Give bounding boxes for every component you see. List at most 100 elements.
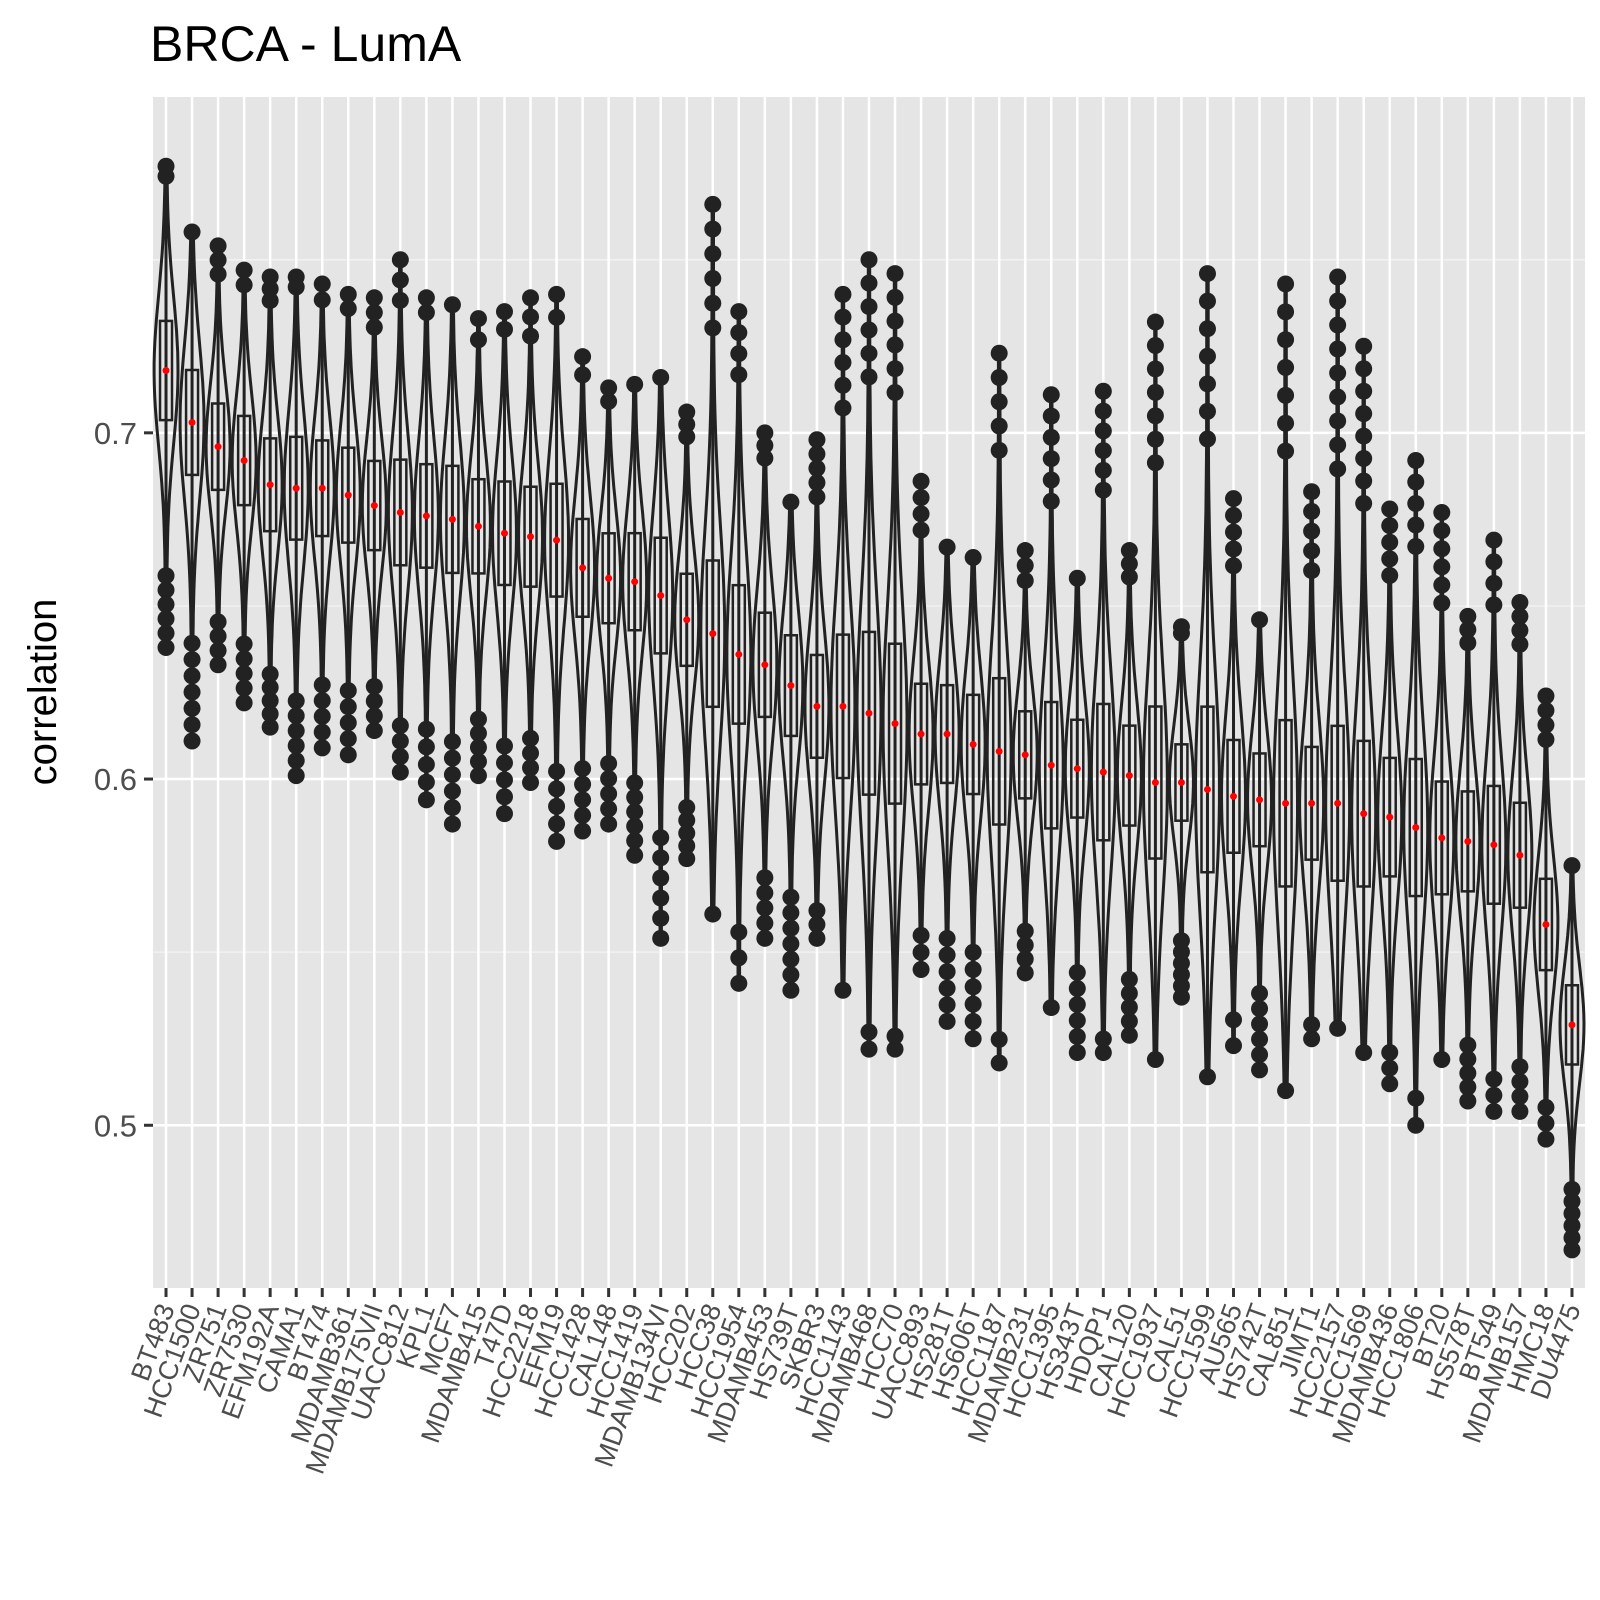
outlier-point (756, 884, 774, 902)
outlier-point (1251, 1061, 1269, 1079)
outlier-point (678, 415, 696, 433)
outlier-point (548, 780, 566, 798)
outlier-point (1563, 1180, 1581, 1198)
violin-HCC1187 (985, 344, 1013, 1072)
outlier-point (782, 950, 800, 968)
outlier-point (1225, 523, 1243, 541)
outlier-point (730, 324, 748, 342)
outlier-point (1251, 1000, 1269, 1018)
outlier-point (417, 738, 435, 756)
outlier-point (860, 251, 878, 269)
outlier-point (912, 926, 930, 944)
outlier-point (235, 694, 253, 712)
outlier-point (1511, 621, 1529, 639)
outlier-point (1433, 594, 1451, 612)
outlier-point (391, 291, 409, 309)
outlier-point (938, 996, 956, 1014)
outlier-point (548, 285, 566, 303)
outlier-point (808, 929, 826, 947)
outlier-point (860, 368, 878, 386)
outlier-point (522, 759, 540, 777)
outlier-point (1355, 494, 1373, 512)
box (288, 435, 304, 541)
mean-marker (709, 630, 717, 638)
outlier-point (1198, 430, 1216, 448)
outlier-point (574, 366, 592, 384)
box (1017, 710, 1033, 800)
outlier-point (1068, 1012, 1086, 1030)
outlier-point (756, 899, 774, 917)
violin-HCC1143 (829, 285, 857, 999)
outlier-point (1042, 407, 1060, 425)
outlier-point (652, 929, 670, 947)
outlier-point (287, 278, 305, 296)
mean-marker (1125, 772, 1133, 780)
outlier-point (782, 493, 800, 511)
outlier-point (1485, 574, 1503, 592)
violin-HS742T (1246, 611, 1273, 1079)
outlier-point (1094, 382, 1112, 400)
outlier-point (1537, 731, 1555, 749)
y-tick-label: 0.5 (94, 1108, 137, 1143)
mean-marker (344, 491, 352, 499)
outlier-point (1355, 337, 1373, 355)
violin-BT474 (308, 275, 336, 757)
box (1330, 724, 1345, 882)
outlier-point (1251, 1015, 1269, 1033)
outlier-point (1225, 1011, 1243, 1029)
outlier-point (443, 782, 461, 800)
outlier-point (1198, 1068, 1216, 1086)
mean-marker (839, 702, 847, 710)
outlier-point (704, 269, 722, 287)
outlier-point (313, 707, 331, 725)
outlier-point (834, 308, 852, 326)
mean-marker (1177, 779, 1185, 787)
outlier-point (834, 331, 852, 349)
box (1174, 743, 1189, 822)
violin-HCC1937 (1142, 313, 1169, 1068)
outlier-point (808, 459, 826, 477)
outlier-point (1042, 450, 1060, 468)
outlier-point (990, 1030, 1008, 1048)
violin-KPL1 (412, 289, 440, 809)
mean-marker (1438, 834, 1446, 842)
outlier-point (1329, 412, 1347, 430)
outlier-point (548, 762, 566, 780)
outlier-point (782, 888, 800, 906)
outlier-point (1537, 1114, 1555, 1132)
outlier-point (1146, 336, 1164, 354)
outlier-point (1016, 964, 1034, 982)
box (939, 683, 955, 785)
violin-UACC812 (386, 251, 414, 781)
outlier-point (339, 682, 357, 700)
mean-marker (657, 592, 665, 600)
outlier-point (964, 1030, 982, 1048)
outlier-point (626, 803, 644, 821)
mean-marker (735, 650, 743, 658)
outlier-point (860, 1040, 878, 1058)
outlier-point (1459, 1036, 1477, 1054)
violin-HCC2218 (517, 289, 545, 792)
mean-marker (865, 709, 873, 717)
violin-CAL148 (595, 379, 623, 833)
outlier-point (1016, 950, 1034, 968)
outlier-point (600, 800, 618, 818)
outlier-point (730, 923, 748, 941)
outlier-point (704, 220, 722, 238)
outlier-point (1303, 562, 1321, 580)
outlier-point (1094, 442, 1112, 460)
outlier-point (183, 683, 201, 701)
violin-HDQP1 (1089, 382, 1117, 1062)
outlier-point (652, 368, 670, 386)
mean-marker (1230, 792, 1238, 800)
outlier-point (1381, 1059, 1399, 1077)
outlier-point (600, 392, 618, 410)
outlier-point (1094, 1044, 1112, 1062)
box (731, 583, 747, 725)
outlier-point (756, 869, 774, 887)
outlier-point (782, 935, 800, 953)
outlier-point (990, 1054, 1008, 1072)
outlier-point (1016, 572, 1034, 590)
box (861, 630, 877, 796)
box (1564, 984, 1580, 1066)
